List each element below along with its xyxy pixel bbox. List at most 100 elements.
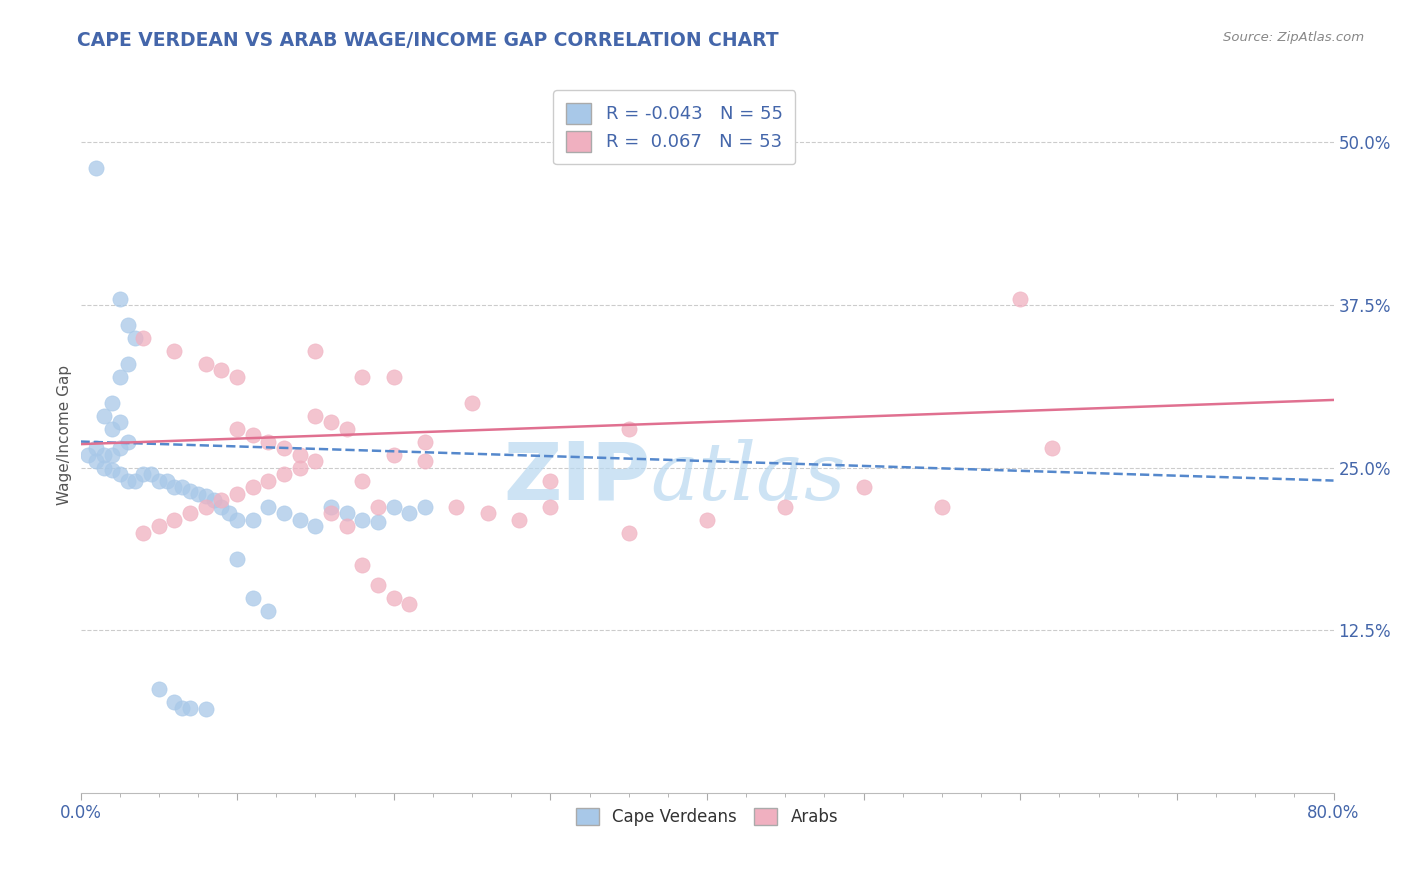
- Point: [156, 474, 179, 488]
- Point: [617, 525, 640, 540]
- Point: [321, 500, 343, 514]
- Point: [194, 357, 217, 371]
- Point: [413, 454, 436, 468]
- Point: [321, 415, 343, 429]
- Point: [321, 506, 343, 520]
- Point: [304, 519, 326, 533]
- Point: [84, 161, 107, 176]
- Point: [108, 467, 131, 481]
- Point: [163, 343, 186, 358]
- Point: [218, 506, 240, 520]
- Point: [132, 330, 155, 344]
- Point: [117, 474, 139, 488]
- Point: [108, 292, 131, 306]
- Point: [336, 519, 359, 533]
- Point: [382, 500, 405, 514]
- Point: [696, 512, 718, 526]
- Point: [257, 604, 280, 618]
- Point: [108, 415, 131, 429]
- Point: [242, 428, 264, 442]
- Point: [1010, 292, 1032, 306]
- Point: [242, 591, 264, 605]
- Point: [304, 454, 326, 468]
- Point: [172, 701, 194, 715]
- Point: [242, 480, 264, 494]
- Point: [398, 597, 420, 611]
- Point: [84, 441, 107, 455]
- Text: ZIP: ZIP: [503, 439, 651, 517]
- Point: [257, 434, 280, 449]
- Point: [288, 460, 311, 475]
- Point: [194, 500, 217, 514]
- Point: [446, 500, 468, 514]
- Point: [194, 702, 217, 716]
- Point: [211, 493, 233, 508]
- Point: [179, 701, 201, 715]
- Point: [775, 500, 797, 514]
- Point: [352, 558, 374, 573]
- Point: [617, 421, 640, 435]
- Point: [257, 500, 280, 514]
- Point: [242, 512, 264, 526]
- Point: [852, 480, 875, 494]
- Point: [226, 369, 249, 384]
- Point: [538, 474, 561, 488]
- Point: [84, 454, 107, 468]
- Point: [187, 486, 209, 500]
- Point: [108, 441, 131, 455]
- Point: [413, 500, 436, 514]
- Point: [101, 395, 124, 409]
- Point: [382, 369, 405, 384]
- Point: [382, 591, 405, 605]
- Point: [352, 512, 374, 526]
- Point: [226, 551, 249, 566]
- Point: [101, 421, 124, 435]
- Point: [367, 577, 389, 591]
- Text: CAPE VERDEAN VS ARAB WAGE/INCOME GAP CORRELATION CHART: CAPE VERDEAN VS ARAB WAGE/INCOME GAP COR…: [77, 31, 779, 50]
- Point: [336, 506, 359, 520]
- Point: [336, 421, 359, 435]
- Point: [139, 467, 162, 481]
- Point: [413, 434, 436, 449]
- Point: [477, 506, 499, 520]
- Point: [93, 448, 115, 462]
- Point: [132, 467, 155, 481]
- Point: [93, 460, 115, 475]
- Point: [132, 525, 155, 540]
- Point: [179, 483, 201, 498]
- Point: [148, 474, 170, 488]
- Point: [226, 512, 249, 526]
- Point: [304, 409, 326, 423]
- Point: [194, 489, 217, 503]
- Point: [124, 474, 146, 488]
- Point: [101, 463, 124, 477]
- Point: [352, 474, 374, 488]
- Point: [288, 448, 311, 462]
- Point: [163, 480, 186, 494]
- Point: [108, 369, 131, 384]
- Legend: Cape Verdeans, Arabs: Cape Verdeans, Arabs: [568, 799, 846, 834]
- Point: [202, 493, 225, 508]
- Point: [211, 500, 233, 514]
- Text: Source: ZipAtlas.com: Source: ZipAtlas.com: [1223, 31, 1364, 45]
- Point: [257, 474, 280, 488]
- Point: [163, 512, 186, 526]
- Point: [273, 441, 295, 455]
- Point: [508, 512, 530, 526]
- Point: [179, 506, 201, 520]
- Point: [211, 363, 233, 377]
- Point: [77, 448, 100, 462]
- Point: [931, 500, 953, 514]
- Point: [172, 480, 194, 494]
- Text: atlas: atlas: [651, 439, 846, 516]
- Point: [117, 434, 139, 449]
- Point: [304, 343, 326, 358]
- Point: [148, 681, 170, 696]
- Point: [93, 409, 115, 423]
- Point: [367, 515, 389, 529]
- Point: [226, 486, 249, 500]
- Point: [382, 448, 405, 462]
- Point: [273, 506, 295, 520]
- Point: [226, 421, 249, 435]
- Point: [352, 369, 374, 384]
